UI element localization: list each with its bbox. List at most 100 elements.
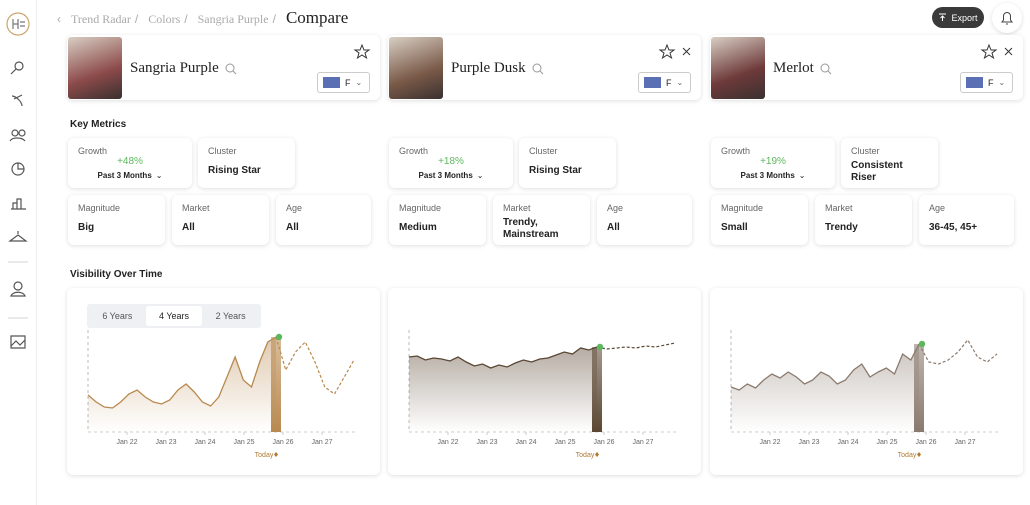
x-tick-label: Jan 26 [915,439,936,446]
growth-card: Growth +18% Past 3 Months ⌄ [389,138,513,188]
metric-value: Small [721,222,748,233]
nav-people[interactable] [11,129,19,137]
nav-search[interactable] [14,61,24,71]
forecast-line [275,336,355,395]
x-tick-label: Jan 24 [194,439,215,446]
product-card: Purple Dusk F ⌄ [388,35,701,100]
breadcrumb-separator: / [134,12,139,26]
notifications[interactable] [992,3,1022,33]
market-card: Market Trendy, Mainstream [493,195,590,245]
x-tick-label: Jan 26 [272,439,293,446]
favorite-star[interactable] [353,44,371,60]
flag [966,77,983,88]
metric-label: Age [607,203,624,213]
dropdown-chevron: ⌄ [155,171,163,180]
metric-label: Magnitude [721,203,764,213]
visibility-area [409,347,597,432]
period-select[interactable]: Past 3 Months ⌄ [711,171,835,180]
metric-label: Market [825,203,853,213]
x-tick-label: Jan 23 [155,439,176,446]
x-tick-label: Jan 27 [311,439,332,446]
market-dropdown[interactable]: F ⌄ [317,72,370,93]
bell-icon [1001,12,1013,25]
period-select[interactable]: Past 3 Months ⌄ [68,171,192,180]
growth-card: Growth +48% Past 3 Months ⌄ [68,138,192,188]
favorite-star[interactable] [658,44,676,60]
breadcrumb-item[interactable]: Trend Radar [71,12,131,26]
breadcrumb-separator: / [272,12,276,26]
product-image [389,37,443,99]
visibility-line [408,346,598,369]
period-value: Past 3 Months [740,171,795,180]
remove-button[interactable] [1004,47,1013,56]
remove-button[interactable] [682,47,691,56]
export-label: Export [951,12,978,23]
nav-apparel[interactable] [8,231,28,242]
visibility-chart: Jan 22 Jan 23 Jan 24 Jan 25 Jan 26 Jan 27 Toda… [730,330,1001,459]
period-value: Past 3 Months [418,171,473,180]
breadcrumb-item[interactable]: Colors [148,12,181,26]
today-dot [275,333,283,341]
icon [539,70,543,74]
metric-value: All [182,222,195,233]
visibility-chart: Jan 22 Jan 23 Jan 24 Jan 25 Jan 26 Jan 27 Toda… [87,330,358,459]
today-dot [596,343,604,351]
growth-value: +18% [438,156,464,167]
name-row: Purple Dusk [451,60,544,77]
age-card: Age All [276,195,371,245]
nav-profile[interactable] [13,281,23,291]
today-dot [918,340,926,348]
export-button[interactable]: Export [932,7,984,28]
nav-trends[interactable] [11,94,23,107]
favorite-star[interactable] [980,44,998,60]
product-name: Merlot [773,60,814,76]
cluster-card: Cluster Consistent Riser [841,138,938,188]
visibility-chart: Jan 22 Jan 23 Jan 24 Jan 25 Jan 26 Jan 27 Toda… [408,330,679,459]
x-tick-label: Jan 25 [554,439,575,446]
back-arrow[interactable]: ‹ [57,12,61,26]
range-option[interactable]: 6 Years [102,311,133,321]
metric-label: Growth [399,146,429,156]
visibility-line [87,336,277,409]
icon [225,63,235,72]
visibility-line [730,343,920,391]
nav-stats[interactable] [11,198,26,210]
age-card: Age All [597,195,692,245]
magnitude-card: Magnitude Medium [389,195,486,245]
icon [820,63,830,72]
dropdown-chevron: ⌄ [355,78,363,87]
logo[interactable] [6,12,30,36]
market-dropdown[interactable]: F ⌄ [960,72,1013,93]
range-option[interactable]: 4 Years [145,306,203,326]
growth-value: +19% [760,156,786,167]
breadcrumb-separator: / [184,12,188,26]
growth-card: Growth +19% Past 3 Months ⌄ [711,138,835,188]
growth-value: +48% [117,156,143,167]
product-card: Merlot F ⌄ [710,35,1023,100]
x-tick-label: Jan 23 [798,439,819,446]
product-name: Purple Dusk [451,60,526,76]
dropdown-value: F [345,77,351,88]
metric-value: Big [78,222,95,233]
breadcrumb-item[interactable]: Sangria Purple [197,12,269,26]
metric-label: Magnitude [78,203,121,213]
section-title: Visibility Over Time [70,269,163,280]
chart-card: Jan 22 Jan 23 Jan 24 Jan 25 Jan 26 Jan 27 Toda… [710,288,1023,475]
breadcrumb-current: Compare [285,8,349,27]
dropdown-value: F [988,77,994,88]
product-image [68,37,122,99]
nav-reports[interactable] [10,335,26,349]
x-tick-label: Jan 23 [476,439,497,446]
range-option[interactable]: 2 Years [215,311,246,321]
period-select[interactable]: Past 3 Months ⌄ [389,171,513,180]
magnitude-card: Magnitude Big [68,195,165,245]
range-toggle: 6 Years 4 Years 2 Years [87,304,261,328]
market-dropdown[interactable]: F ⌄ [638,72,691,93]
x-tick-label: Jan 27 [954,439,975,446]
metric-label: Cluster [208,146,237,156]
product-image [711,37,765,99]
metric-label: Age [286,203,303,213]
forecast-line [918,338,998,365]
sidebar [0,0,37,505]
